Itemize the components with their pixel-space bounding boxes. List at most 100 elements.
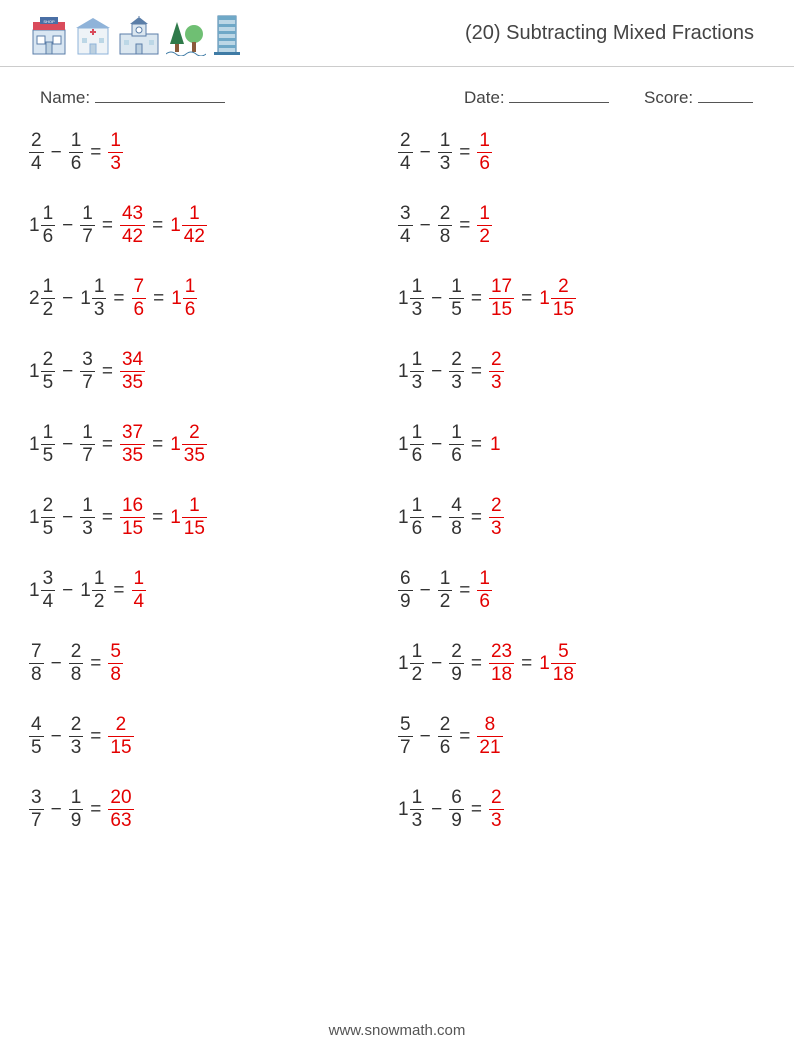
fraction: 45 xyxy=(29,715,44,758)
fraction: 215 xyxy=(108,715,133,758)
fraction: 34 xyxy=(41,569,56,612)
whole-part: 2 xyxy=(29,289,40,308)
fraction: 235 xyxy=(182,423,207,466)
fraction: 115 xyxy=(182,496,207,539)
problem-row: 115−17=3735=1235 xyxy=(28,422,397,468)
problem-row: 78−28=58 xyxy=(28,641,397,687)
minus-sign: − xyxy=(420,581,431,600)
fraction: 15 xyxy=(449,277,464,320)
fraction: 1715 xyxy=(489,277,514,320)
fraction: 48 xyxy=(449,496,464,539)
equals-sign: = xyxy=(459,581,470,600)
equals-sign: = xyxy=(471,362,482,381)
meta-row: Name: Date: Score: xyxy=(0,67,794,120)
minus-sign: − xyxy=(62,435,73,454)
date-blank[interactable] xyxy=(509,85,609,103)
score-field: Score: xyxy=(644,85,754,108)
answer-fraction: 16 xyxy=(477,131,492,174)
fraction: 28 xyxy=(438,204,453,247)
fraction: 12 xyxy=(410,642,425,685)
answer-fraction: 13 xyxy=(108,131,123,174)
minus-sign: − xyxy=(62,581,73,600)
fraction: 58 xyxy=(108,642,123,685)
answer-fraction: 821 xyxy=(477,715,502,758)
fraction: 28 xyxy=(69,642,84,685)
fraction: 16 xyxy=(41,204,56,247)
whole-part: 1 xyxy=(80,581,91,600)
fraction: 15 xyxy=(41,423,56,466)
whole-part: 1 xyxy=(29,216,40,235)
answer-fraction: 2318 xyxy=(489,642,514,685)
equals-sign: = xyxy=(90,654,101,673)
fraction: 16 xyxy=(183,277,198,320)
fraction: 25 xyxy=(41,350,56,393)
fraction: 12 xyxy=(438,569,453,612)
fraction: 78 xyxy=(29,642,44,685)
problem-row: 113−23=23 xyxy=(397,349,766,395)
fraction: 69 xyxy=(398,569,413,612)
minus-sign: − xyxy=(62,508,73,527)
equals-sign: = xyxy=(471,800,482,819)
fraction: 37 xyxy=(80,350,95,393)
answer-fraction: 58 xyxy=(108,642,123,685)
answer-fraction: 12 xyxy=(477,204,492,247)
tower-icon xyxy=(212,12,242,56)
fraction: 14 xyxy=(132,569,147,612)
equals-sign: = xyxy=(113,581,124,600)
answer-fraction: 215 xyxy=(108,715,133,758)
whole-part: 1 xyxy=(539,654,550,673)
minus-sign: − xyxy=(51,143,62,162)
answer-fraction: 14 xyxy=(132,569,147,612)
name-blank[interactable] xyxy=(95,85,225,103)
fraction: 16 xyxy=(69,131,84,174)
score-label: Score: xyxy=(644,88,693,107)
whole-part: 1 xyxy=(29,581,40,600)
minus-sign: − xyxy=(431,654,442,673)
whole-part: 1 xyxy=(170,435,181,454)
fraction: 12 xyxy=(41,277,56,320)
answer-fraction: 1715 xyxy=(489,277,514,320)
equals-sign: = xyxy=(152,508,163,527)
fraction: 19 xyxy=(69,788,84,831)
problem-row: 212−113=76=116 xyxy=(28,276,397,322)
equals-sign: = xyxy=(102,216,113,235)
minus-sign: − xyxy=(51,727,62,746)
fraction: 76 xyxy=(132,277,147,320)
minus-sign: − xyxy=(431,800,442,819)
date-field: Date: xyxy=(464,85,644,108)
answer-fraction: 2063 xyxy=(108,788,133,831)
fraction: 13 xyxy=(80,496,95,539)
score-blank[interactable] xyxy=(698,85,753,103)
answer-fraction: 1142 xyxy=(170,204,207,247)
answer-fraction: 3435 xyxy=(120,350,145,393)
whole-part: 1 xyxy=(398,654,409,673)
fraction: 4342 xyxy=(120,204,145,247)
whole-part: 1 xyxy=(80,289,91,308)
header: SHOP xyxy=(0,0,794,67)
problem-row: 34−28=12 xyxy=(397,203,766,249)
fraction: 518 xyxy=(551,642,576,685)
trees-icon xyxy=(166,16,206,56)
whole-part: 1 xyxy=(29,508,40,527)
answer-fraction: 116 xyxy=(171,277,197,320)
answer-fraction: 1615 xyxy=(120,496,145,539)
problem-row: 57−26=821 xyxy=(397,714,766,760)
minus-sign: − xyxy=(420,727,431,746)
equals-sign: = xyxy=(152,216,163,235)
problem-row: 24−16=13 xyxy=(28,130,397,176)
equals-sign: = xyxy=(113,289,124,308)
minus-sign: − xyxy=(51,800,62,819)
fraction: 13 xyxy=(108,131,123,174)
problems-column-left: 24−16=13116−17=4342=1142212−113=76=11612… xyxy=(28,130,397,833)
name-label: Name: xyxy=(40,88,90,107)
whole-part: 1 xyxy=(398,800,409,819)
whole-part: 1 xyxy=(539,289,550,308)
whole-part: 1 xyxy=(398,362,409,381)
answer-fraction: 1235 xyxy=(170,423,207,466)
problem-row: 37−19=2063 xyxy=(28,787,397,833)
shop-icon: SHOP xyxy=(30,16,68,56)
problem-row: 125−37=3435 xyxy=(28,349,397,395)
fraction: 16 xyxy=(410,496,425,539)
problem-row: 116−17=4342=1142 xyxy=(28,203,397,249)
fraction: 13 xyxy=(410,277,425,320)
